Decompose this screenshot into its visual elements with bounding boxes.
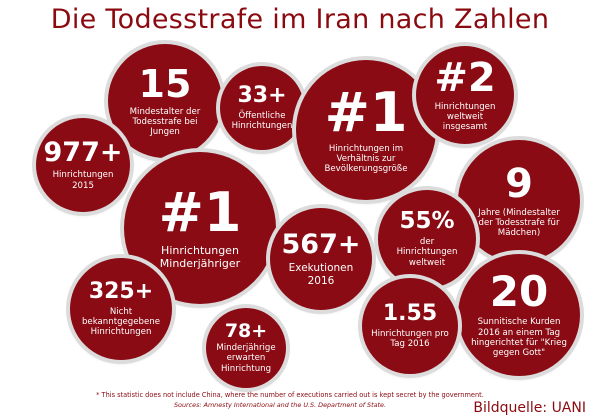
stat-label: Jahre (Mindestalter der Todesstrafe für … xyxy=(478,207,560,239)
stat-label: Hinrichtungen im Verhältnis zur Bevölker… xyxy=(324,143,408,175)
page-title: Die Todesstrafe im Iran nach Zahlen xyxy=(50,4,550,35)
stat-bubble-min-age-boys: 15 Mindestalter der Todesstrafe bei Jung… xyxy=(108,44,222,158)
stat-label: Mindestalter der Todesstrafe bei Jungen xyxy=(129,106,201,138)
stat-bubble-rank-worldwide: #2 Hinrichtungen weltweit insgesamt xyxy=(416,46,514,144)
stat-value: 78+ xyxy=(224,320,268,343)
stat-bubble-share-worldwide: 55% der Hinrichtungen weltweit xyxy=(378,190,476,288)
stat-value: #1 xyxy=(324,80,408,144)
stat-value: 33+ xyxy=(237,82,287,108)
stat-label: Minderjährige erwarten Hinrichtung xyxy=(216,343,276,374)
stat-label: Hinrichtungen 2015 xyxy=(52,170,114,191)
image-credit: Bildquelle: UANI xyxy=(473,400,586,416)
stat-value: 55% xyxy=(399,208,455,235)
stat-value: #1 xyxy=(158,180,242,244)
stat-value: #2 xyxy=(434,54,496,101)
stat-label: Sunnitische Kurden 2016 an einem Tag hin… xyxy=(471,317,567,359)
stat-label: Hinrichtungen weltweit insgesamt xyxy=(434,101,496,133)
stat-label: Öffentliche Hinrichtungen xyxy=(231,110,293,131)
stat-bubble-executions-2016: 567+ Exekutionen 2016 xyxy=(270,208,372,310)
stat-label: Hinrichtungen Minderjähriger xyxy=(159,243,241,270)
stat-bubble-per-day: 1.55 Hinrichtungen pro Tag 2016 xyxy=(362,278,458,374)
stat-value: 977+ xyxy=(43,137,123,169)
stat-label: der Hinrichtungen weltweit xyxy=(396,237,458,268)
stat-label: Exekutionen 2016 xyxy=(288,261,354,287)
stat-bubble-unannounced: 325+ Nicht bekanntgegebene Hinrichtungen xyxy=(70,258,172,360)
stat-value: 567+ xyxy=(281,228,361,260)
stat-value: 1.55 xyxy=(382,300,438,326)
stat-label: Nicht bekanntgegebene Hinrichtungen xyxy=(81,306,161,338)
stat-bubble-executions-2015: 977+ Hinrichtungen 2015 xyxy=(36,118,130,212)
stat-bubble-minors-awaiting: 78+ Minderjährige erwarten Hinrichtung xyxy=(206,308,286,388)
stat-bubble-rank-per-capita: #1 Hinrichtungen im Verhältnis zur Bevöl… xyxy=(296,60,436,200)
sources-note: Sources: Amnesty International and the U… xyxy=(173,401,386,409)
stat-value: 9 xyxy=(505,160,533,207)
stat-bubble-sunni-kurds: 20 Sunnitische Kurden 2016 an einem Tag … xyxy=(458,254,580,376)
stat-bubble-min-age-girls: 9 Jahre (Mindestalter der Todesstrafe fü… xyxy=(458,140,580,262)
stat-bubble-public-executions: 33+ Öffentliche Hinrichtungen xyxy=(220,66,304,150)
stat-value: 15 xyxy=(138,61,192,106)
stat-label: Hinrichtungen pro Tag 2016 xyxy=(371,328,449,349)
stat-value: 20 xyxy=(489,267,549,317)
footnote: * This statistic does not include China,… xyxy=(96,391,484,399)
stat-value: 325+ xyxy=(88,278,154,304)
